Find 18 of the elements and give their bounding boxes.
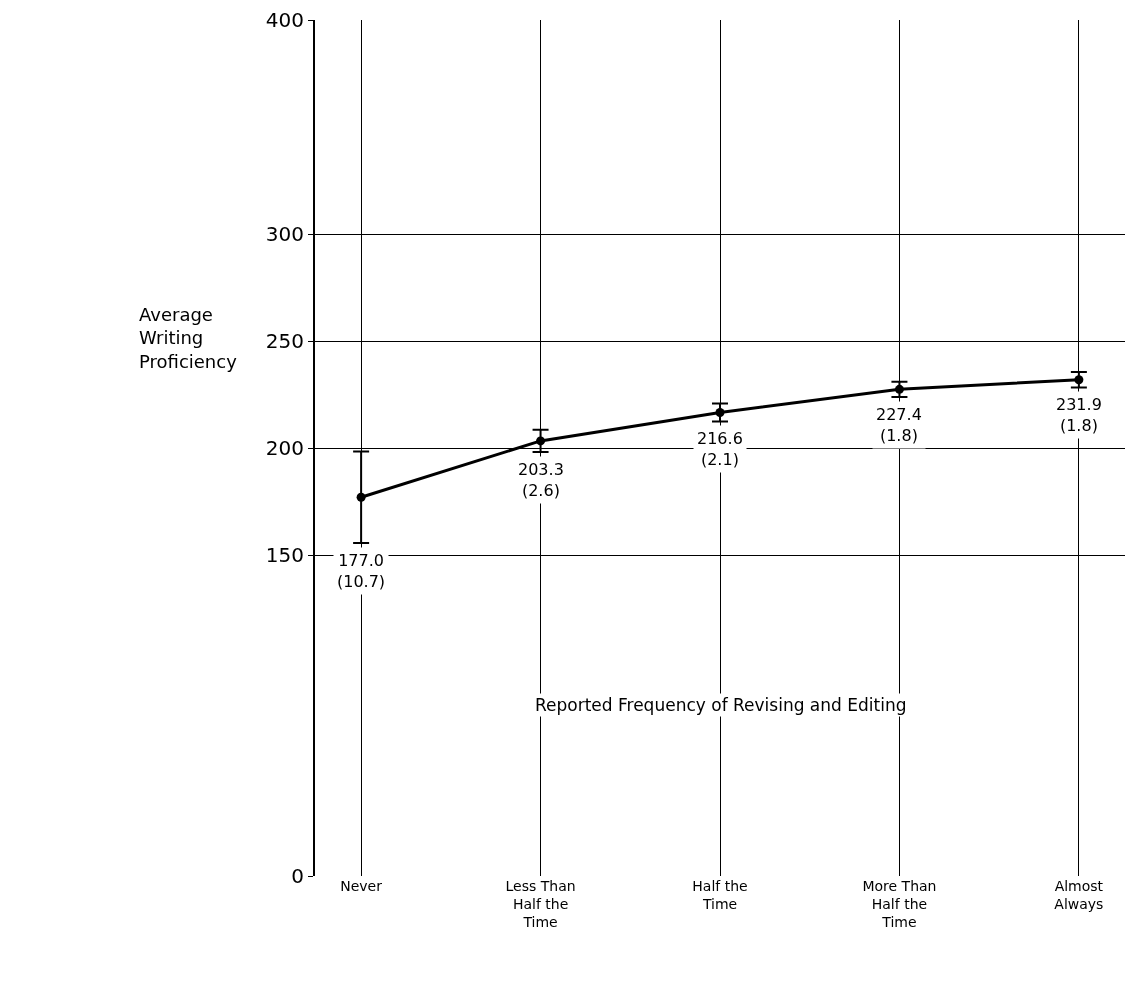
y-tick-label: 400: [265, 8, 304, 32]
data-label: 231.9 (1.8): [1056, 395, 1102, 435]
y-tick-label: 300: [265, 222, 304, 246]
y-axis-title: Average Writing Proficiency: [139, 304, 238, 372]
data-label: 216.6 (2.1): [697, 429, 743, 469]
data-label: 203.3 (2.6): [518, 460, 564, 500]
x-tick-label: Less Than Half the Time: [505, 878, 576, 931]
x-tick-label: Almost Always: [1054, 878, 1104, 913]
x-tick-label: More Than Half the Time: [862, 878, 937, 931]
y-tick-label: 250: [265, 329, 304, 353]
data-label: 177.0 (10.7): [337, 551, 386, 591]
y-tick-label: 0: [291, 864, 304, 888]
data-label: 227.4 (1.8): [876, 405, 922, 445]
x-tick-label: Never: [340, 878, 383, 894]
x-axis-title: Reported Frequency of Revising and Editing: [535, 695, 907, 715]
x-tick-label: Half the Time: [692, 878, 748, 913]
y-tick-label: 200: [265, 436, 304, 460]
y-tick-label: 150: [265, 543, 304, 567]
